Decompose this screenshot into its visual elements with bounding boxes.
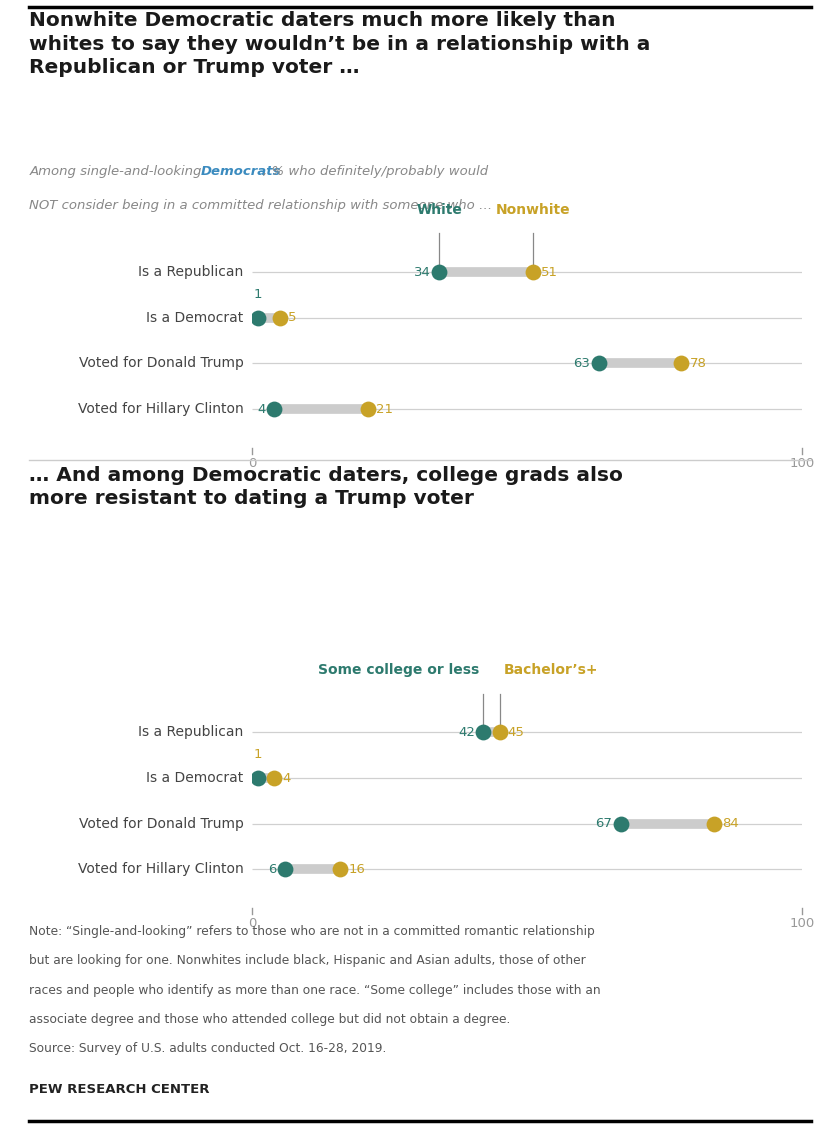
Text: Is a Republican: Is a Republican xyxy=(139,265,244,280)
Text: NOT consider being in a committed relationship with someone who …: NOT consider being in a committed relati… xyxy=(29,199,492,212)
Text: Nonwhite Democratic daters much more likely than
whites to say they wouldn’t be : Nonwhite Democratic daters much more lik… xyxy=(29,11,651,78)
Text: 5: 5 xyxy=(288,311,297,325)
Text: Bachelor’s+: Bachelor’s+ xyxy=(504,663,598,677)
Text: Voted for Hillary Clinton: Voted for Hillary Clinton xyxy=(78,862,244,876)
Text: 51: 51 xyxy=(541,266,558,279)
Point xyxy=(267,400,281,418)
Point xyxy=(476,723,490,741)
Text: 84: 84 xyxy=(722,817,739,830)
Text: 1: 1 xyxy=(253,748,262,760)
Text: White: White xyxy=(416,203,462,217)
Text: 21: 21 xyxy=(375,403,393,415)
Text: 63: 63 xyxy=(574,356,591,370)
Text: 42: 42 xyxy=(458,726,475,739)
Point xyxy=(251,769,265,787)
Text: 4: 4 xyxy=(282,772,291,785)
Text: 4: 4 xyxy=(257,403,265,415)
Point xyxy=(493,723,507,741)
Point xyxy=(333,861,347,879)
Text: races and people who identify as more than one race. “Some college” includes tho: races and people who identify as more th… xyxy=(29,984,601,997)
Text: Is a Democrat: Is a Democrat xyxy=(146,772,244,785)
Text: Among single-and-looking: Among single-and-looking xyxy=(29,165,206,178)
Text: Voted for Donald Trump: Voted for Donald Trump xyxy=(79,356,244,370)
Text: 67: 67 xyxy=(596,817,612,830)
Text: associate degree and those who attended college but did not obtain a degree.: associate degree and those who attended … xyxy=(29,1013,511,1026)
Point xyxy=(614,814,627,832)
Text: Nonwhite: Nonwhite xyxy=(496,203,570,217)
Text: … And among Democratic daters, college grads also
more resistant to dating a Tru: … And among Democratic daters, college g… xyxy=(29,466,623,509)
Point xyxy=(251,309,265,327)
Point xyxy=(592,354,606,372)
Text: PEW RESEARCH CENTER: PEW RESEARCH CENTER xyxy=(29,1083,210,1096)
Text: , % who definitely/probably would: , % who definitely/probably would xyxy=(263,165,488,178)
Text: Is a Democrat: Is a Democrat xyxy=(146,311,244,325)
Text: Democrats: Democrats xyxy=(201,165,281,178)
Text: 78: 78 xyxy=(690,356,706,370)
Text: 6: 6 xyxy=(269,863,276,875)
Text: Voted for Hillary Clinton: Voted for Hillary Clinton xyxy=(78,402,244,416)
Text: 34: 34 xyxy=(414,266,431,279)
Point xyxy=(707,814,721,832)
Point xyxy=(433,263,446,281)
Text: Is a Republican: Is a Republican xyxy=(139,725,244,740)
Text: 45: 45 xyxy=(508,726,525,739)
Point xyxy=(278,861,291,879)
Text: but are looking for one. Nonwhites include black, Hispanic and Asian adults, tho: but are looking for one. Nonwhites inclu… xyxy=(29,954,586,968)
Point xyxy=(526,263,539,281)
Text: 1: 1 xyxy=(253,288,262,300)
Text: Some college or less: Some college or less xyxy=(318,663,479,677)
Text: Voted for Donald Trump: Voted for Donald Trump xyxy=(79,817,244,830)
Point xyxy=(361,400,375,418)
Point xyxy=(675,354,688,372)
Point xyxy=(267,769,281,787)
Text: Note: “Single-and-looking” refers to those who are not in a committed romantic r: Note: “Single-and-looking” refers to tho… xyxy=(29,925,596,938)
Text: 16: 16 xyxy=(349,863,365,875)
Point xyxy=(273,309,286,327)
Text: Source: Survey of U.S. adults conducted Oct. 16-28, 2019.: Source: Survey of U.S. adults conducted … xyxy=(29,1042,386,1056)
